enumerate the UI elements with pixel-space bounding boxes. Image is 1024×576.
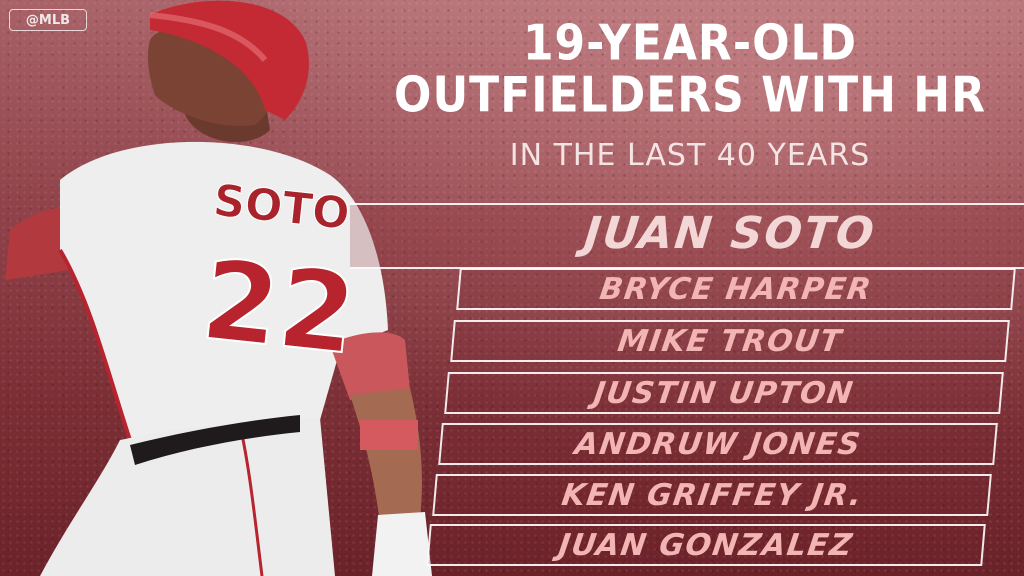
player-name: BRYCE HARPER <box>597 271 875 307</box>
jersey-number: 22 <box>196 236 362 379</box>
list-item: ANDRUW JONES <box>438 423 998 465</box>
player-name: MIKE TROUT <box>615 323 845 359</box>
list-item: JUSTIN UPTON <box>444 372 1004 414</box>
player-name: ANDRUW JONES <box>572 426 864 462</box>
list-item: JUAN GONZALEZ <box>426 524 986 566</box>
mlb-logo: @MLB <box>9 9 87 31</box>
list-item: MIKE TROUT <box>450 320 1010 362</box>
headline-subtitle: IN THE LAST 40 YEARS <box>509 138 871 173</box>
headline-line-2: OUTFIELDERS WITH HR <box>394 66 986 125</box>
player-illustration: SOTO 22 <box>5 0 432 576</box>
headline-line-1: 19-YEAR-OLD <box>522 14 858 73</box>
featured-player-bar <box>350 203 1024 269</box>
list-item: BRYCE HARPER <box>456 268 1016 310</box>
player-name: JUAN GONZALEZ <box>556 527 856 563</box>
list-item: KEN GRIFFEY JR. <box>432 474 992 516</box>
mlb-logo-text: @MLB <box>25 12 71 28</box>
featured-player-name: JUAN SOTO <box>581 208 879 259</box>
player-name: KEN GRIFFEY JR. <box>559 477 865 513</box>
player-name: JUSTIN UPTON <box>591 375 857 411</box>
